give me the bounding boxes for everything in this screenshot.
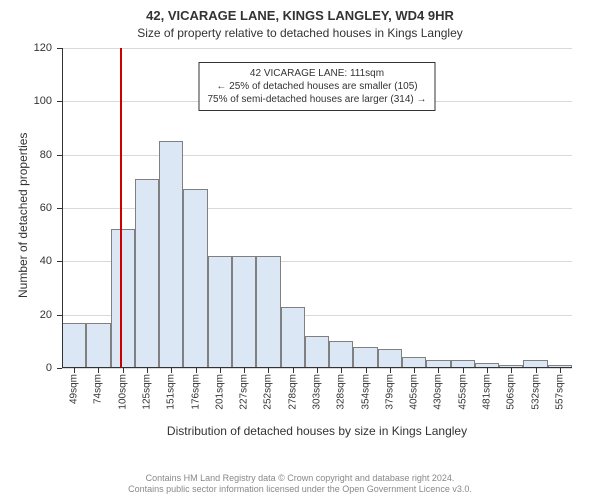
xtick-label: 74sqm [93,374,104,404]
xtick-mark [390,368,391,373]
xtick-label: 252sqm [263,374,274,410]
histogram-bar [329,341,353,368]
xtick-mark [511,368,512,373]
xtick-mark [74,368,75,373]
xtick-label: 557sqm [554,374,565,410]
xtick-mark [196,368,197,373]
xtick-label: 379sqm [384,374,395,410]
y-axis-label: Number of detached properties [16,133,30,298]
chart-subtitle: Size of property relative to detached ho… [0,24,600,40]
xtick-label: 328sqm [336,374,347,410]
xtick-mark [171,368,172,373]
xtick-mark [463,368,464,373]
footer-line-1: Contains HM Land Registry data © Crown c… [0,473,600,485]
xtick-mark [220,368,221,373]
gridline [62,155,572,156]
xtick-mark [487,368,488,373]
histogram-bar [111,229,135,368]
histogram-bar [281,307,305,368]
xtick-label: 455sqm [457,374,468,410]
xtick-mark [438,368,439,373]
chart-wrapper: { "chart": { "type": "histogram", "title… [0,0,600,500]
plot-inner: 02040608010012049sqm74sqm100sqm125sqm151… [62,48,572,368]
xtick-label: 49sqm [69,374,80,404]
histogram-bar [305,336,329,368]
histogram-bar [62,323,86,368]
ytick-mark [57,368,62,369]
xtick-mark [244,368,245,373]
xtick-label: 201sqm [214,374,225,410]
annotation-line: ← 25% of detached houses are smaller (10… [207,80,426,93]
histogram-bar [208,256,232,368]
ytick-label: 20 [40,309,52,321]
ytick-label: 0 [46,362,52,374]
footer-attribution: Contains HM Land Registry data © Crown c… [0,473,600,496]
xtick-mark [98,368,99,373]
ytick-label: 100 [34,95,52,107]
ytick-label: 80 [40,149,52,161]
xtick-label: 303sqm [312,374,323,410]
xtick-label: 227sqm [239,374,250,410]
histogram-bar [378,349,402,368]
xtick-mark [293,368,294,373]
x-axis-label: Distribution of detached houses by size … [62,424,572,438]
xtick-label: 176sqm [190,374,201,410]
histogram-bar [353,347,377,368]
xtick-mark [341,368,342,373]
plot-area: 02040608010012049sqm74sqm100sqm125sqm151… [62,48,572,368]
xtick-label: 151sqm [166,374,177,410]
xtick-mark [123,368,124,373]
xtick-label: 481sqm [482,374,493,410]
xtick-mark [536,368,537,373]
xtick-label: 506sqm [506,374,517,410]
gridline [62,48,572,49]
histogram-bar [159,141,183,368]
xtick-label: 100sqm [117,374,128,410]
xtick-label: 532sqm [530,374,541,410]
ytick-label: 40 [40,255,52,267]
reference-vline [120,48,122,368]
histogram-bar [183,189,207,368]
xtick-label: 125sqm [142,374,153,410]
xtick-mark [317,368,318,373]
xtick-mark [268,368,269,373]
xtick-mark [414,368,415,373]
histogram-bar [232,256,256,368]
annotation-line: 75% of semi-detached houses are larger (… [207,93,426,106]
x-axis-line [62,367,572,368]
ytick-label: 60 [40,202,52,214]
histogram-bar [86,323,110,368]
xtick-mark [147,368,148,373]
xtick-label: 354sqm [360,374,371,410]
chart-title: 42, VICARAGE LANE, KINGS LANGLEY, WD4 9H… [0,0,600,24]
annotation-box: 42 VICARAGE LANE: 111sqm← 25% of detache… [198,62,435,111]
xtick-label: 405sqm [409,374,420,410]
histogram-bar [135,179,159,368]
y-axis-line [62,48,63,368]
ytick-label: 120 [34,42,52,54]
xtick-mark [366,368,367,373]
footer-line-2: Contains public sector information licen… [0,484,600,496]
xtick-label: 430sqm [433,374,444,410]
xtick-label: 278sqm [287,374,298,410]
histogram-bar [256,256,280,368]
annotation-line: 42 VICARAGE LANE: 111sqm [207,67,426,80]
xtick-mark [560,368,561,373]
